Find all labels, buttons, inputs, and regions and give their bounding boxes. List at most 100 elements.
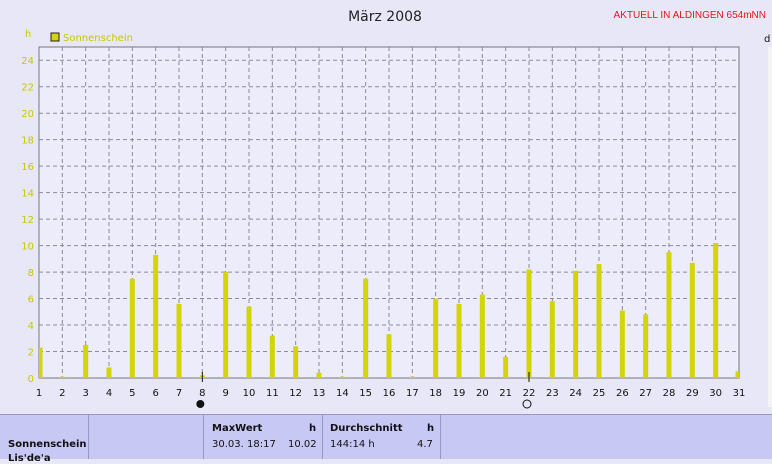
durchschnitt-cell: Durchschnitt h 144:14 h 4.7 xyxy=(323,415,441,459)
x-tick-label: 18 xyxy=(429,388,442,399)
legend-label: Sonnenschein xyxy=(63,33,133,44)
chart-title: März 2008 xyxy=(348,9,422,25)
station-label: AKTUELL IN ALDINGEN 654mNN xyxy=(614,10,766,21)
bar xyxy=(176,303,182,378)
bar xyxy=(619,310,625,378)
bar xyxy=(339,376,345,378)
durchschnitt-label: Durchschnitt xyxy=(330,423,403,434)
x-tick-label: 8 xyxy=(199,388,205,399)
bar xyxy=(503,356,509,378)
bar xyxy=(316,372,322,378)
maxwert-time: 18:17 xyxy=(247,439,276,450)
bar xyxy=(223,272,229,378)
bar xyxy=(83,344,89,378)
x-tick-label: 27 xyxy=(639,388,652,399)
x-tick-label: 5 xyxy=(129,388,135,399)
right-axis-label: d xyxy=(764,34,770,45)
y-tick-label: 24 xyxy=(21,56,34,67)
legend: Sonnenschein xyxy=(50,32,133,44)
bar xyxy=(526,269,532,378)
x-tick-label: 30 xyxy=(709,388,722,399)
x-tick-label: 24 xyxy=(569,388,582,399)
x-tick-label: 26 xyxy=(616,388,629,399)
y-tick-label: 10 xyxy=(21,242,34,253)
sunshine-chart: März 2008 AKTUELL IN ALDINGEN 654mNN d h… xyxy=(21,9,772,409)
bar xyxy=(549,301,555,378)
bar xyxy=(153,254,159,378)
x-tick-label: 3 xyxy=(82,388,88,399)
bar xyxy=(573,270,579,378)
x-tick-label: 4 xyxy=(106,388,112,399)
right-panel-edge xyxy=(768,47,772,407)
bar xyxy=(456,303,462,378)
y-tick-label: 8 xyxy=(28,268,34,279)
x-axis: 1 2 3 4 5 6 7 8 9 10 11 12 13 14 15 16 17 18 19 20 21 22 23 24 2… xyxy=(36,388,746,399)
legend-swatch xyxy=(50,32,60,42)
bar xyxy=(596,264,602,378)
x-tick-label: 29 xyxy=(686,388,699,399)
bar xyxy=(106,367,112,378)
y-axis-unit: h xyxy=(25,29,31,40)
x-tick-label: 22 xyxy=(523,388,536,399)
bar xyxy=(735,371,739,378)
bars xyxy=(39,242,739,378)
x-tick-label: 16 xyxy=(383,388,396,399)
y-tick-label: 20 xyxy=(21,109,34,120)
x-tick-label: 20 xyxy=(476,388,489,399)
y-tick-label: 18 xyxy=(21,136,34,147)
stats-row-label-second: Lis'de'a xyxy=(8,453,51,464)
bar xyxy=(59,376,65,378)
x-tick-label: 12 xyxy=(289,388,302,399)
moon-phases xyxy=(196,372,532,409)
y-tick-label: 6 xyxy=(28,295,34,306)
y-tick-label: 22 xyxy=(21,83,34,94)
x-tick-label: 21 xyxy=(499,388,512,399)
bar xyxy=(386,334,392,378)
x-tick-label: 31 xyxy=(733,388,746,399)
bar xyxy=(129,278,135,378)
x-tick-label: 15 xyxy=(359,388,372,399)
y-tick-label: 16 xyxy=(21,162,34,173)
new-moon-icon xyxy=(522,399,532,409)
stats-empty-cell xyxy=(89,415,204,459)
maxwert-unit: h xyxy=(309,423,317,434)
durchschnitt-value: 4.7 xyxy=(417,439,433,450)
stats-panel: Sonnenschein Lis'de'a MaxWert h 30.03. 1… xyxy=(0,414,772,464)
x-tick-label: 9 xyxy=(222,388,228,399)
bar xyxy=(713,242,719,378)
x-tick-label: 7 xyxy=(176,388,182,399)
maxwert-date: 30.03. xyxy=(212,439,244,450)
bar xyxy=(39,347,43,378)
bar xyxy=(409,376,415,378)
x-tick-label: 19 xyxy=(453,388,466,399)
stats-row-label-cell: Sonnenschein Lis'de'a xyxy=(0,415,89,464)
x-tick-label: 28 xyxy=(663,388,676,399)
x-tick-label: 17 xyxy=(406,388,419,399)
y-tick-label: 4 xyxy=(28,321,34,332)
x-tick-label: 1 xyxy=(36,388,42,399)
y-tick-label: 0 xyxy=(28,374,34,385)
durchschnitt-total: 144:14 h xyxy=(330,439,375,450)
maxwert-label: MaxWert xyxy=(212,423,263,434)
bar xyxy=(363,278,369,378)
maxwert-value: 10.02 xyxy=(288,439,317,450)
bar xyxy=(643,314,649,378)
bar xyxy=(433,298,439,378)
x-tick-label: 14 xyxy=(336,388,349,399)
bar xyxy=(246,306,252,378)
x-tick-label: 11 xyxy=(266,388,279,399)
x-tick-label: 25 xyxy=(593,388,606,399)
x-tick-label: 23 xyxy=(546,388,559,399)
x-tick-label: 13 xyxy=(313,388,326,399)
x-tick-label: 6 xyxy=(152,388,158,399)
y-tick-label: 12 xyxy=(21,215,34,226)
x-tick-label: 2 xyxy=(59,388,65,399)
x-tick-label: 10 xyxy=(243,388,256,399)
y-tick-label: 2 xyxy=(28,348,34,359)
full-moon-icon xyxy=(196,400,205,408)
bar xyxy=(293,346,299,378)
stats-row-label: Sonnenschein xyxy=(8,439,87,450)
bar xyxy=(269,335,275,378)
bar xyxy=(689,262,695,378)
